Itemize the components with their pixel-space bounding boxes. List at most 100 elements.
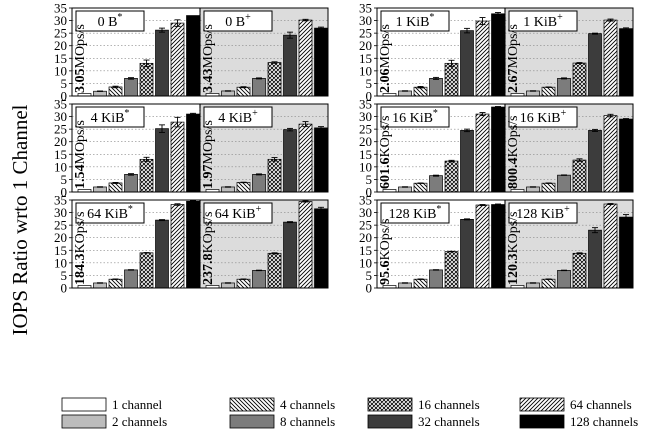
bar	[252, 78, 266, 97]
bar	[413, 86, 428, 97]
bar	[491, 106, 505, 193]
bar	[252, 270, 266, 289]
panel-title-text: 64 KiB+	[215, 204, 262, 222]
panel-title-text: 64 KiB*	[87, 204, 133, 222]
bar	[124, 269, 138, 289]
bar	[170, 121, 185, 193]
bar	[619, 28, 633, 97]
y-tick-label: 20	[54, 38, 67, 53]
bar	[475, 113, 490, 193]
bar	[619, 216, 633, 289]
y-tick-label: 25	[359, 122, 372, 137]
y-tick-label: 15	[54, 147, 67, 162]
y-tick-label: 5	[61, 172, 68, 187]
panel-title: 128 KiB*	[380, 202, 450, 224]
y-tick-label: 35	[359, 97, 372, 112]
panel-title: 16 KiB+	[508, 106, 578, 128]
bar	[413, 278, 428, 289]
panel: 128 KiB+120.3KOps/s	[504, 199, 634, 289]
y-tick-label: 10	[359, 63, 372, 78]
bar	[267, 252, 282, 289]
panel-title-box	[75, 106, 145, 128]
y-tick-label: 10	[54, 159, 67, 174]
legend-item: 2 channels	[61, 414, 167, 429]
y-tick-label: 25	[359, 26, 372, 41]
panel-title-box	[75, 10, 145, 32]
bar	[124, 78, 138, 97]
bar	[155, 219, 169, 289]
panel-title: 0 B+	[203, 10, 273, 32]
bar	[221, 282, 235, 289]
y-tick-label: 5	[366, 76, 373, 91]
legend-label: 2 channels	[112, 414, 167, 429]
bar	[429, 269, 443, 289]
legend-label: 128 channels	[570, 414, 638, 429]
legend-swatch	[61, 397, 107, 412]
panel-frame	[504, 103, 634, 193]
legend-swatch	[229, 397, 275, 412]
panel-title-box	[508, 106, 578, 128]
panel-title: 16 KiB*	[380, 106, 450, 128]
bar	[429, 78, 443, 97]
legend-label: 1 channel	[112, 397, 163, 412]
y-tick-label: 35	[54, 193, 67, 208]
panel-frame	[199, 7, 329, 97]
bar	[221, 90, 235, 97]
bar	[557, 270, 571, 289]
bar	[603, 19, 618, 97]
y-tick-label: 10	[54, 255, 67, 270]
y-tick-label: 10	[359, 159, 372, 174]
y-tick-label: 5	[366, 268, 373, 283]
legend-item: 128 channels	[519, 414, 638, 429]
panel-title: 4 KiB+	[203, 106, 273, 128]
bar	[460, 30, 474, 97]
bar	[155, 29, 169, 97]
panel: 4 KiB+1.97MOps/s	[199, 103, 329, 193]
panel-title-text: 4 KiB*	[91, 108, 130, 126]
y-tick-label: 30	[359, 109, 372, 124]
y-tick-label: 5	[366, 172, 373, 187]
y-tick-label: 0	[61, 185, 68, 200]
bar	[398, 90, 412, 97]
bar	[283, 129, 297, 193]
panel-title-box	[203, 202, 273, 224]
panel-title-text: 1 KiB*	[396, 12, 435, 30]
panel-title-box	[380, 202, 450, 224]
y-tick-label: 0	[61, 89, 68, 104]
bar	[557, 78, 571, 97]
bar	[603, 203, 618, 289]
y-tick-label: 25	[54, 26, 67, 41]
y-tick-label: 30	[54, 205, 67, 220]
bar	[155, 128, 169, 193]
y-tick-label: 35	[54, 97, 67, 112]
y-tick-label: 5	[61, 268, 68, 283]
panel-title: 128 KiB+	[508, 202, 578, 224]
panel-title-box	[508, 10, 578, 32]
bar	[572, 159, 587, 193]
bar	[429, 175, 443, 193]
base-iops-label: 800.4KOps/s	[506, 115, 521, 189]
y-tick-label: 35	[54, 1, 67, 16]
panel-frame	[504, 7, 634, 97]
bar	[298, 201, 313, 289]
legend-label: 4 channels	[280, 397, 335, 412]
panel-title-box	[75, 202, 145, 224]
panel-title-text: 16 KiB*	[392, 108, 438, 126]
base-iops-label: 601.6KOps/s	[378, 115, 393, 189]
y-tick-label: 15	[359, 243, 372, 258]
panel-title-box	[508, 202, 578, 224]
bar	[398, 186, 412, 193]
bar	[236, 86, 251, 97]
panel-title-text: 128 KiB+	[516, 204, 570, 222]
panel: 16 KiB+800.4KOps/s	[504, 103, 634, 193]
bar	[444, 62, 459, 97]
bar	[460, 130, 474, 193]
bar	[314, 127, 328, 193]
bar	[252, 174, 266, 193]
bar	[93, 186, 107, 193]
y-tick-label: 15	[54, 51, 67, 66]
panel-title-text: 128 KiB*	[389, 204, 442, 222]
bar	[298, 123, 313, 193]
